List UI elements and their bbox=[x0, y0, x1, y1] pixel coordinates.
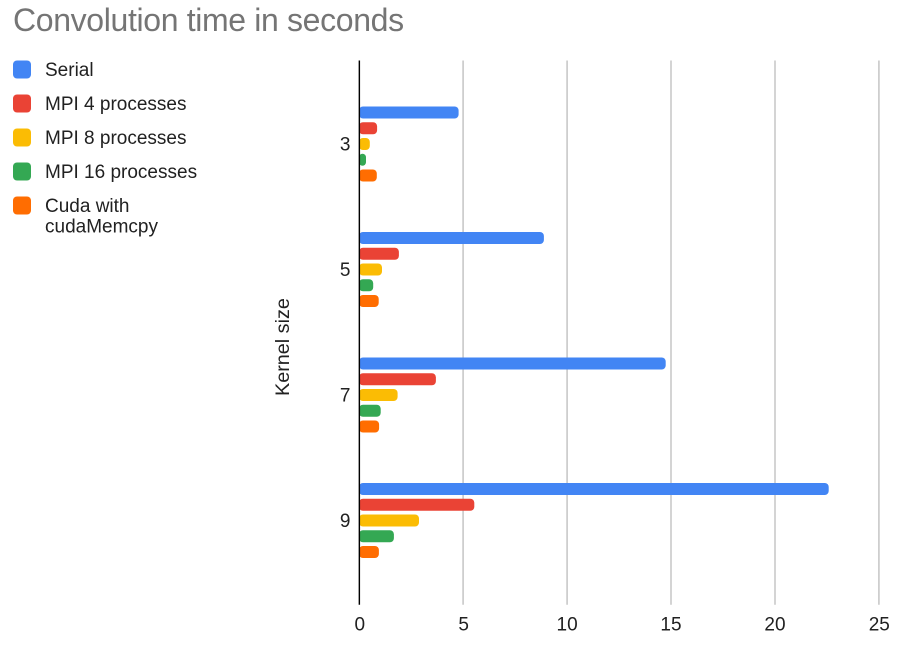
svg-text:25: 25 bbox=[869, 615, 890, 636]
svg-text:0: 0 bbox=[355, 615, 366, 636]
svg-text:Cuda with: Cuda with bbox=[45, 196, 130, 217]
svg-text:MPI 8 processes: MPI 8 processes bbox=[45, 128, 187, 149]
svg-text:MPI 16 processes: MPI 16 processes bbox=[45, 162, 197, 183]
svg-text:Kernel size: Kernel size bbox=[272, 298, 294, 396]
svg-text:10: 10 bbox=[557, 615, 578, 636]
svg-text:3: 3 bbox=[340, 135, 351, 156]
svg-text:15: 15 bbox=[660, 615, 681, 636]
svg-text:Convolution time in seconds: Convolution time in seconds bbox=[13, 2, 404, 38]
svg-text:9: 9 bbox=[340, 511, 351, 532]
svg-text:Serial: Serial bbox=[45, 60, 94, 81]
svg-text:cudaMemcpy: cudaMemcpy bbox=[45, 216, 158, 237]
svg-text:5: 5 bbox=[458, 615, 469, 636]
svg-text:20: 20 bbox=[764, 615, 785, 636]
svg-text:5: 5 bbox=[340, 260, 351, 281]
svg-text:7: 7 bbox=[340, 385, 351, 406]
svg-text:MPI 4 processes: MPI 4 processes bbox=[45, 94, 187, 115]
